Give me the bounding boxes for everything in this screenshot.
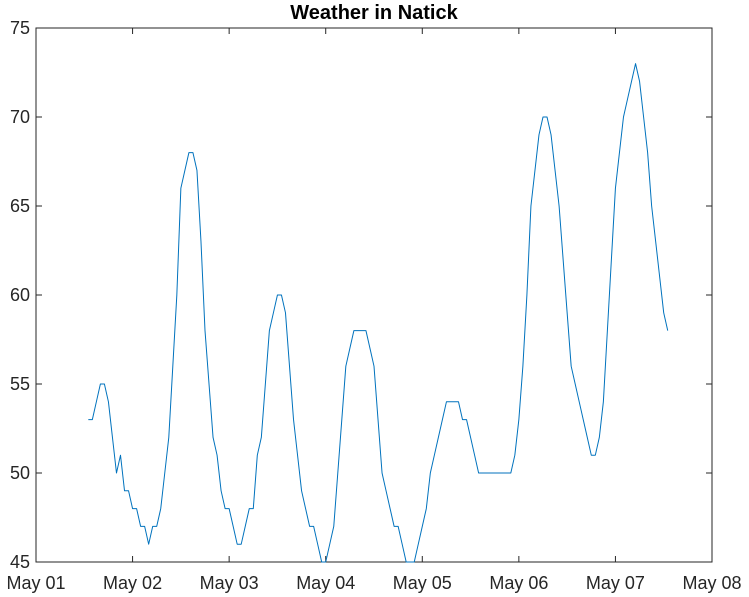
chart-title: Weather in Natick (290, 2, 458, 24)
x-axis: May 01 May 02 May 03 May 04 May 05 May 06 May … (6, 28, 742, 593)
y-tick-label: 50 (10, 463, 30, 483)
y-axis: 45 50 55 60 65 70 75 (10, 18, 712, 572)
y-tick-label: 65 (10, 196, 30, 216)
x-tick-label: May 08 (682, 573, 741, 593)
y-tick-label: 60 (10, 285, 30, 305)
x-tick-label: May 06 (489, 573, 548, 593)
x-tick-label: May 05 (393, 573, 452, 593)
y-tick-label: 45 (10, 552, 30, 572)
x-tick-label: May 03 (200, 573, 259, 593)
y-tick-label: 55 (10, 374, 30, 394)
temperature-line (88, 63, 669, 563)
x-tick-label: May 02 (103, 573, 162, 593)
y-tick-label: 75 (10, 18, 30, 38)
x-tick-label: May 01 (6, 573, 65, 593)
y-tick-label: 70 (10, 107, 30, 127)
x-tick-label: May 07 (586, 573, 645, 593)
x-tick-label: May 04 (296, 573, 355, 593)
series-layer (88, 63, 669, 563)
plot-area-frame (35, 27, 713, 563)
